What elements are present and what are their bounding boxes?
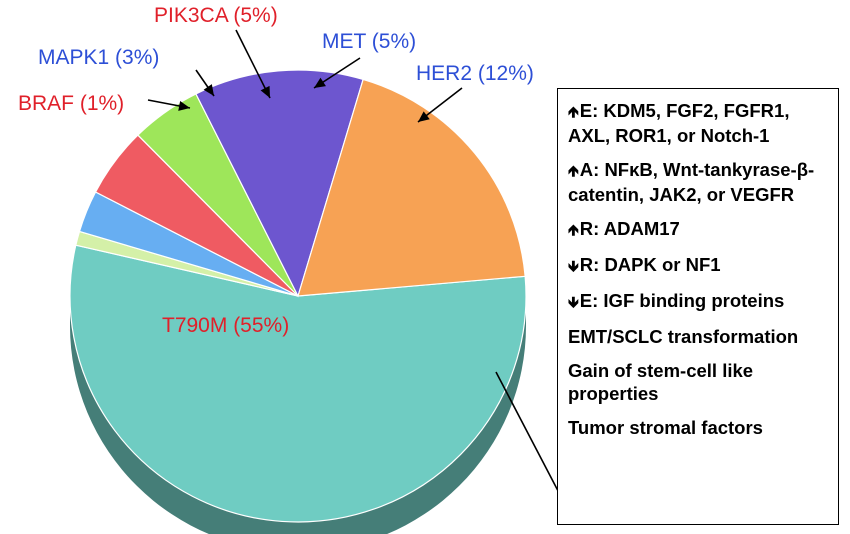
note-item: Gain of stem-cell like properties: [568, 359, 830, 405]
note-text: E: IGF binding proteins: [579, 290, 785, 311]
note-item: EMT/SCLC transformation: [568, 325, 830, 348]
slice-label-her2: HER2 (12%): [416, 62, 534, 85]
mechanisms-box: 🡹E: KDM5, FGF2, FGFR1, AXL, ROR1, or Not…: [557, 88, 839, 525]
pie-slice-t790m: [69, 244, 527, 523]
note-text: R: ADAM17: [579, 218, 680, 239]
note-text: R: DAPK or NF1: [579, 254, 721, 275]
down-arrow-icon: 🡻: [568, 294, 579, 311]
up-arrow-icon: 🡹: [568, 104, 579, 121]
arrowhead-icon: [418, 111, 430, 122]
leader-lines: [147, 29, 569, 511]
slice-label-mapk1: MAPK1 (3%): [38, 46, 159, 69]
arrowhead-icon: [260, 85, 270, 98]
pie-slice-other-mechanisms: [297, 78, 526, 297]
note-text: Gain of stem-cell like properties: [568, 360, 754, 404]
slice-label-met: MET (5%): [322, 30, 416, 53]
note-text: A: NFκB, Wnt-tankyrase-β-catentin, JAK2,…: [568, 159, 815, 205]
slice-label-t790m: T790M (55%): [162, 314, 289, 337]
note-item: 🡹A: NFκB, Wnt-tankyrase-β-catentin, JAK2…: [568, 158, 830, 206]
up-arrow-icon: 🡹: [568, 222, 579, 239]
leader-line-pik3ca: [235, 29, 271, 99]
slice-label-pik3ca: PIK3CA (5%): [154, 4, 278, 27]
note-text: Tumor stromal factors: [568, 417, 763, 438]
down-arrow-icon: 🡻: [568, 258, 579, 275]
note-text: E: KDM5, FGF2, FGFR1, AXL, ROR1, or Notc…: [568, 100, 790, 146]
note-text: EMT/SCLC transformation: [568, 326, 799, 347]
leader-line-other-mechanisms: [495, 371, 569, 511]
note-item: Tumor stromal factors: [568, 416, 830, 439]
note-item: 🡻R: DAPK or NF1: [568, 253, 830, 278]
pie-slices: [69, 69, 527, 523]
note-item: 🡻E: IGF binding proteins: [568, 289, 830, 314]
arrowhead-icon: [314, 77, 326, 88]
up-arrow-icon: 🡹: [568, 163, 579, 180]
slice-label-braf: BRAF (1%): [18, 92, 124, 115]
arrowhead-icon: [203, 84, 214, 96]
note-item: 🡹R: ADAM17: [568, 217, 830, 242]
slice-labels: T790M (55%) BRAF (1%) MAPK1 (3%) PIK3CA …: [18, 4, 534, 337]
arrowhead-icon: [178, 101, 190, 111]
note-item: 🡹E: KDM5, FGF2, FGFR1, AXL, ROR1, or Not…: [568, 99, 830, 147]
